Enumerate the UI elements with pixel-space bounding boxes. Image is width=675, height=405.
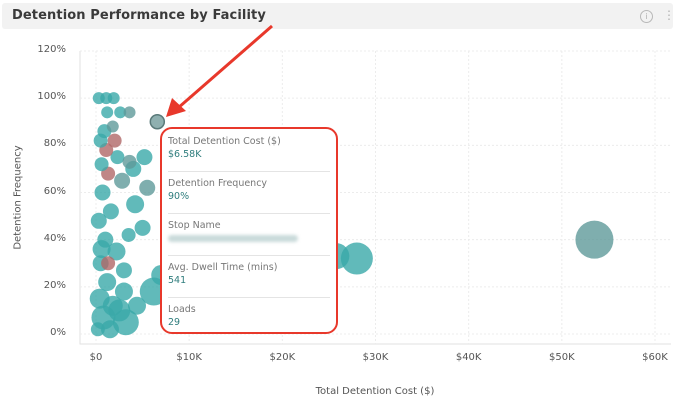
bubble-point[interactable] (114, 106, 127, 119)
x-tick-label: $30K (362, 352, 389, 363)
bubble-point[interactable] (90, 322, 105, 337)
bubble-point[interactable] (110, 150, 125, 165)
bubble-point[interactable] (149, 114, 166, 130)
x-tick-label: $10K (176, 352, 202, 363)
bubble-point[interactable] (92, 240, 111, 259)
bubble-point[interactable] (107, 92, 120, 105)
bubble-point[interactable] (107, 133, 122, 148)
tooltip-row-loads: Loads 29 (168, 304, 196, 328)
info-icon[interactable]: i (640, 10, 653, 23)
y-tick-label: 20% (43, 279, 66, 291)
bubble-point[interactable] (98, 273, 117, 292)
bubble-point[interactable] (121, 227, 136, 242)
chart-title: Detention Performance by Facility (12, 8, 266, 23)
bubble-point[interactable] (126, 195, 145, 214)
bubble-point[interactable] (106, 120, 119, 133)
bubble-point[interactable] (136, 149, 153, 166)
bubble-point[interactable] (94, 157, 109, 172)
bubble-point[interactable] (340, 242, 373, 275)
bubble-point[interactable] (114, 282, 133, 301)
bubble-point[interactable] (575, 220, 614, 259)
y-tick-label: 100% (37, 91, 66, 103)
chart-header: Detention Performance by Facility i ⋮ (2, 3, 675, 29)
bubble-point[interactable] (115, 262, 132, 279)
bubble-point[interactable] (107, 242, 126, 261)
x-axis-label: Total Detention Cost ($) (315, 386, 435, 397)
annotation-arrow (166, 24, 273, 117)
x-tick-label: $20K (269, 352, 296, 363)
tooltip: Total Detention Cost ($) $6.58K Detentio… (160, 127, 338, 334)
tooltip-row-cost: Total Detention Cost ($) $6.58K (168, 135, 330, 172)
bubble-point[interactable] (127, 296, 146, 315)
bubble-point[interactable] (90, 212, 107, 229)
more-vertical-icon[interactable]: ⋮ (663, 8, 675, 22)
x-tick-label: $40K (455, 352, 482, 363)
bubble-point[interactable] (123, 106, 136, 119)
bubble-point[interactable] (134, 219, 151, 236)
bubble-point[interactable] (94, 184, 111, 201)
blurred-stop-name (168, 235, 298, 242)
tooltip-row-dwell-time: Avg. Dwell Time (mins) 541 (168, 261, 330, 298)
bubble-point[interactable] (122, 154, 137, 169)
tooltip-row-frequency: Detention Frequency 90% (168, 177, 330, 214)
y-tick-label: 120% (37, 44, 66, 55)
bubble-point[interactable] (114, 172, 131, 189)
x-tick-label: $50K (549, 352, 575, 363)
y-tick-label: 40% (43, 232, 66, 244)
bubble-point[interactable] (101, 256, 116, 271)
x-tick-label: $0 (89, 352, 103, 363)
x-tick-label: $60K (642, 352, 668, 363)
tooltip-row-stop-name: Stop Name (168, 219, 330, 256)
y-tick-label: 60% (43, 185, 66, 197)
bubble-point[interactable] (102, 203, 119, 220)
y-tick-label: 0% (50, 327, 66, 338)
y-tick-label: 80% (43, 138, 66, 150)
bubble-point[interactable] (139, 179, 156, 196)
bubble-point[interactable] (102, 295, 123, 316)
y-axis-label: Detention Frequency (12, 145, 24, 250)
bubble-point[interactable] (101, 106, 114, 119)
